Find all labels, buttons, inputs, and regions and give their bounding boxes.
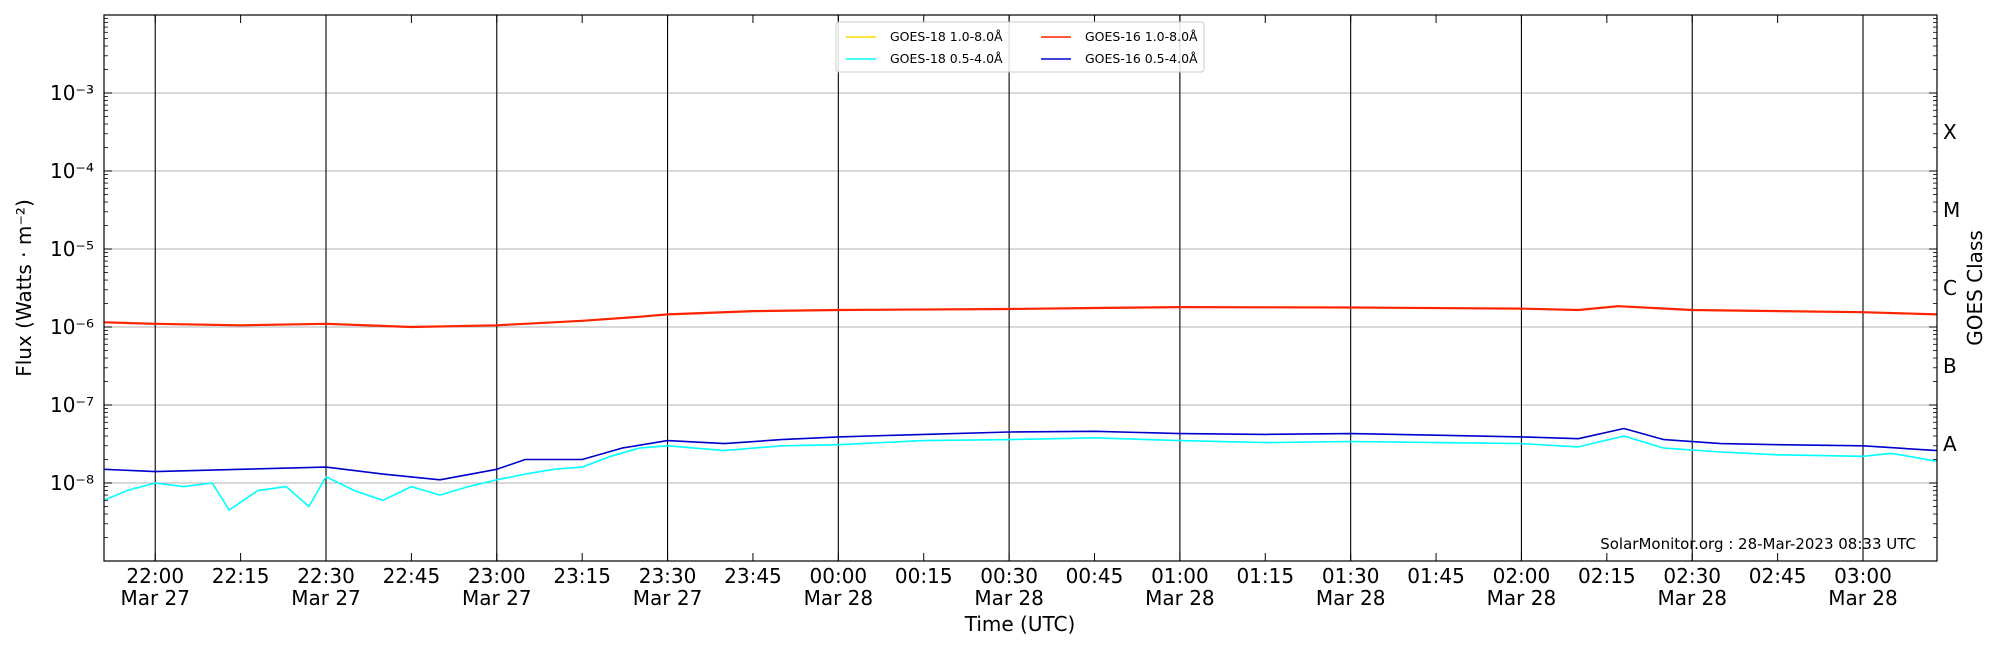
x-tick-label: 01:15 <box>1236 564 1294 588</box>
credit-text: SolarMonitor.org : 28-Mar-2023 08:33 UTC <box>1600 535 1916 553</box>
goes-class-label: M <box>1943 198 1960 222</box>
series-line-1 <box>103 435 1938 511</box>
legend-box <box>835 21 1205 73</box>
goes-class-labels: A B C M X <box>1943 120 1960 456</box>
goes-class-label: B <box>1943 354 1957 378</box>
y-tick-label: 10⁻⁷ <box>50 393 94 417</box>
x-tick-date-label: Mar 28 <box>1828 586 1898 610</box>
y-tick-label: 10⁻⁵ <box>50 237 94 261</box>
x-tick-label: 22:30 <box>297 564 355 588</box>
x-tick-label: 23:00 <box>468 564 526 588</box>
x-tick-label: 22:15 <box>212 564 270 588</box>
legend-label: GOES-18 0.5-4.0Å <box>890 51 1003 66</box>
x-tick-label: 23:15 <box>553 564 611 588</box>
series-line-3 <box>103 427 1938 481</box>
x-tick-label: 23:30 <box>639 564 697 588</box>
goes-class-label: C <box>1943 276 1957 300</box>
y-tick-label: 10⁻⁶ <box>50 315 94 339</box>
x-axis-label: Time (UTC) <box>964 612 1076 636</box>
goes-class-axis-label: GOES Class <box>1963 230 1987 346</box>
x-tick-label: 02:15 <box>1578 564 1636 588</box>
legend-label: GOES-16 1.0-8.0Å <box>1085 29 1198 44</box>
y-tick-label: 10⁻⁸ <box>50 471 94 495</box>
x-tick-date-label: Mar 27 <box>462 586 532 610</box>
x-tick-label: 03:00 <box>1834 564 1892 588</box>
x-tick-label: 23:45 <box>724 564 782 588</box>
x-tick-label: 01:30 <box>1322 564 1380 588</box>
x-tick-date-label: Mar 28 <box>804 586 874 610</box>
time-vertical-lines <box>154 15 1864 561</box>
y-tick-label: 10⁻⁴ <box>50 159 94 183</box>
series-lines <box>103 305 1938 511</box>
x-tick-date-label: Mar 28 <box>974 586 1044 610</box>
x-tick-date-label: Mar 27 <box>633 586 703 610</box>
x-tick-date-label: Mar 28 <box>1657 586 1727 610</box>
goes-class-label: A <box>1943 432 1957 456</box>
gridlines <box>104 92 1937 484</box>
x-tick-date-label: Mar 28 <box>1487 586 1557 610</box>
y-tick-label: 10⁻³ <box>50 81 94 105</box>
x-tick-label: 02:45 <box>1749 564 1807 588</box>
x-tick-label: 00:00 <box>810 564 868 588</box>
y-axis-label: Flux (Watts · m⁻²) <box>12 199 36 377</box>
x-tick-label: 22:45 <box>383 564 441 588</box>
x-tick-date-label: Mar 28 <box>1145 586 1215 610</box>
x-tick-label: 00:30 <box>980 564 1038 588</box>
x-tick-label: 00:15 <box>895 564 953 588</box>
series-line-2 <box>103 305 1938 329</box>
x-tick-label: 02:30 <box>1663 564 1721 588</box>
x-tick-label: 02:00 <box>1493 564 1551 588</box>
x-tick-label: 22:00 <box>126 564 184 588</box>
x-tick-label: 00:45 <box>1066 564 1124 588</box>
y-axis-ticks: 10⁻⁸ 10⁻⁷ 10⁻⁶ 10⁻⁵ 10⁻⁴ 10⁻³ <box>50 18 1937 538</box>
goes-class-label: X <box>1943 120 1957 144</box>
legend-label: GOES-16 0.5-4.0Å <box>1085 51 1198 66</box>
x-tick-label: 01:45 <box>1407 564 1465 588</box>
x-tick-date-label: Mar 27 <box>120 586 190 610</box>
legend-label: GOES-18 1.0-8.0Å <box>890 29 1003 44</box>
legend: GOES-18 1.0-8.0Å GOES-18 0.5-4.0Å GOES-16 … <box>835 21 1205 73</box>
x-tick-date-label: Mar 28 <box>1316 586 1386 610</box>
x-tick-label: 01:00 <box>1151 564 1209 588</box>
plot-frame <box>103 14 1938 562</box>
x-tick-date-label: Mar 27 <box>291 586 361 610</box>
